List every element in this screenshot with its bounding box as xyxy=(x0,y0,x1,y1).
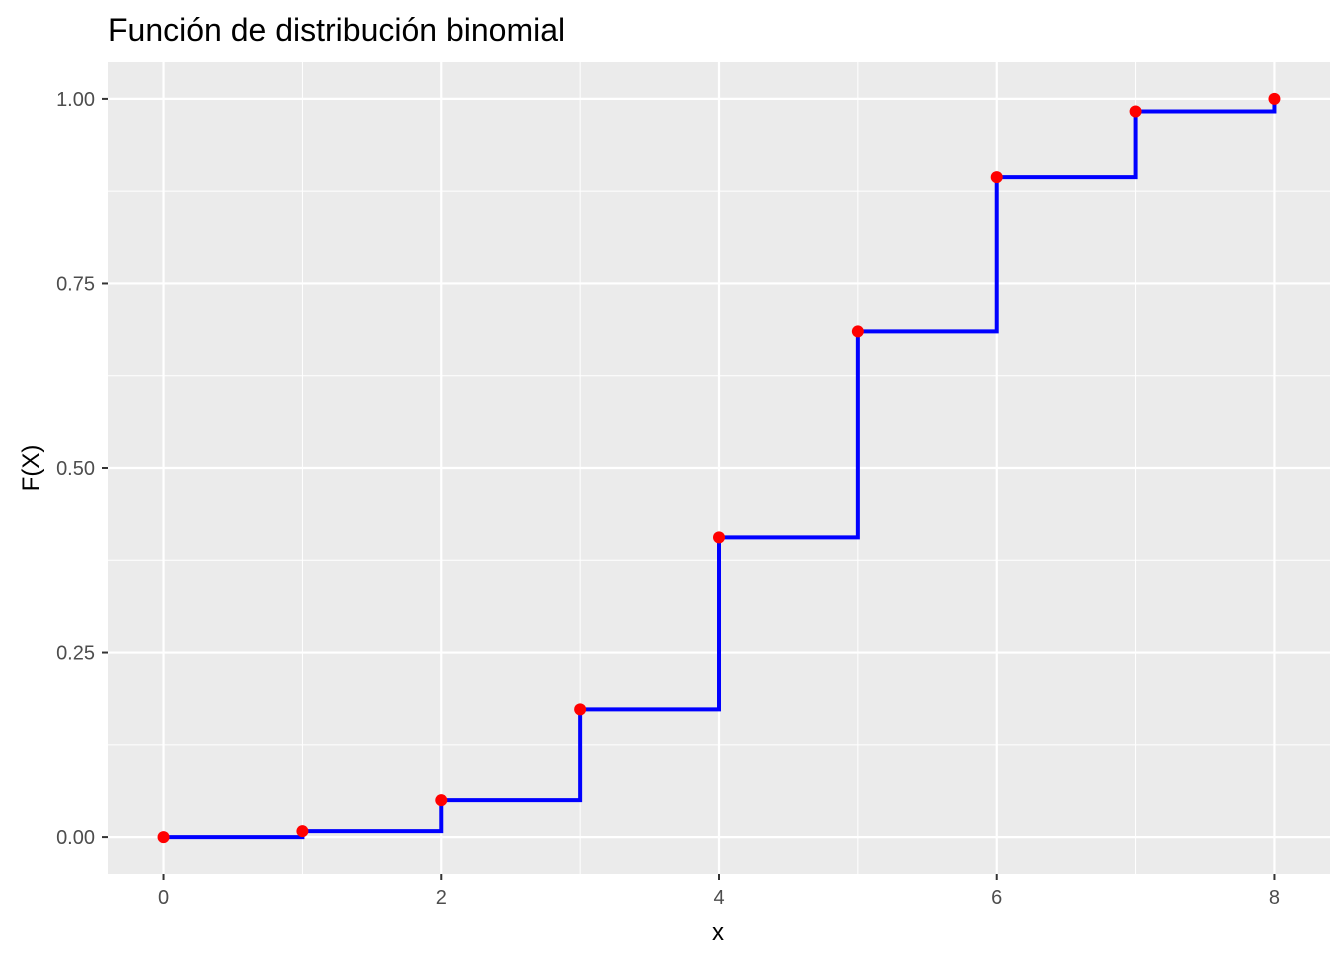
data-point xyxy=(574,703,587,716)
y-tick-label: 1.00 xyxy=(56,89,95,111)
y-axis: 0.00 0.25 0.50 0.75 1.00 xyxy=(56,89,108,849)
y-axis-label: F(X) xyxy=(18,445,45,492)
data-point xyxy=(990,171,1003,184)
data-point xyxy=(1268,92,1281,105)
data-point xyxy=(157,831,170,844)
x-tick-label: 8 xyxy=(1269,887,1280,909)
series-points xyxy=(157,92,1281,844)
y-tick-label: 0.25 xyxy=(56,643,95,665)
data-point xyxy=(435,794,448,807)
x-tick-label: 0 xyxy=(158,887,169,909)
y-tick-label: 0.50 xyxy=(56,458,95,480)
x-axis-label: x xyxy=(712,919,724,946)
x-axis: 0 2 4 6 8 xyxy=(158,874,1280,909)
x-tick-label: 4 xyxy=(713,887,724,909)
data-point xyxy=(296,825,309,838)
data-point xyxy=(851,325,864,338)
y-tick-label: 0.75 xyxy=(56,273,95,295)
data-point xyxy=(1129,105,1142,118)
x-tick-label: 2 xyxy=(436,887,447,909)
chart-title: Función de distribución binomial xyxy=(108,12,565,48)
y-tick-label: 0.00 xyxy=(56,827,95,849)
x-tick-label: 6 xyxy=(991,887,1002,909)
data-point xyxy=(713,531,725,544)
